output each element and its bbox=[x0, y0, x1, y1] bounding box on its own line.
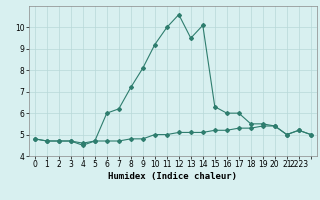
X-axis label: Humidex (Indice chaleur): Humidex (Indice chaleur) bbox=[108, 172, 237, 181]
